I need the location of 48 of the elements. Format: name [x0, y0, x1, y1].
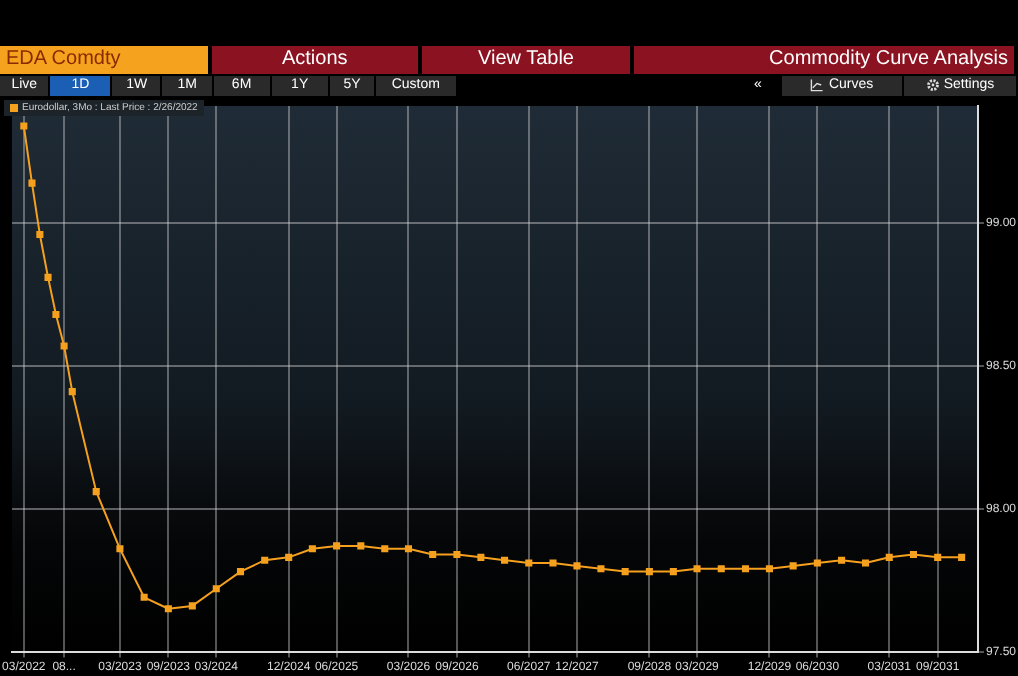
point [862, 559, 870, 567]
point [44, 273, 52, 281]
point [741, 565, 750, 573]
point [717, 565, 725, 573]
point [453, 550, 461, 559]
point [909, 550, 918, 559]
point [404, 545, 413, 553]
point [645, 568, 653, 576]
point [621, 568, 629, 576]
point [188, 602, 196, 610]
chart-title: Commodity Curve Analysis [769, 48, 1009, 70]
text: EDA Comdty [6, 48, 121, 70]
point [669, 568, 677, 576]
point [958, 553, 966, 561]
point [885, 553, 893, 561]
point [429, 550, 437, 559]
point [381, 545, 389, 553]
point [28, 179, 36, 187]
point [261, 556, 269, 564]
point [477, 553, 485, 561]
point [597, 565, 605, 573]
point [813, 559, 821, 567]
point [525, 559, 533, 567]
point [838, 556, 846, 564]
text: View Table [477, 48, 574, 70]
point [212, 585, 220, 593]
point [934, 553, 942, 561]
point [116, 545, 124, 553]
point [36, 231, 44, 239]
point [20, 122, 28, 130]
point [68, 388, 76, 396]
point [236, 568, 245, 576]
point [333, 542, 341, 550]
point [52, 310, 60, 319]
text: Actions [281, 48, 348, 70]
point [164, 605, 172, 613]
point [765, 565, 773, 573]
point [140, 593, 148, 601]
point [501, 556, 509, 564]
point [60, 342, 68, 350]
point [285, 553, 293, 561]
point [573, 562, 581, 570]
point [357, 542, 365, 550]
point [693, 565, 701, 573]
point [308, 545, 316, 553]
point [92, 488, 100, 496]
point [789, 562, 797, 570]
point [549, 559, 557, 567]
